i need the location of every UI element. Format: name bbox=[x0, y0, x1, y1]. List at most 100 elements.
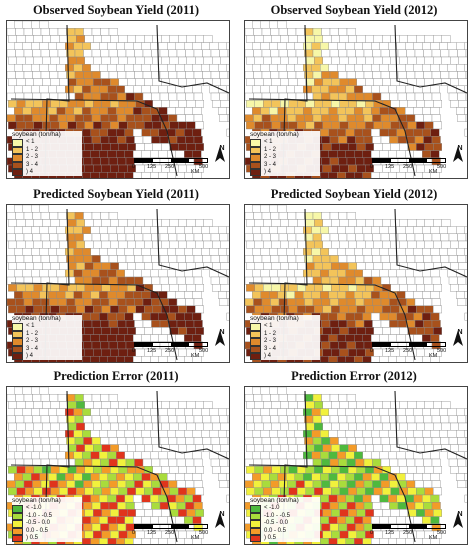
county-cell bbox=[389, 415, 399, 424]
county-cell bbox=[362, 85, 372, 94]
county-cell bbox=[269, 226, 278, 235]
county-cell bbox=[372, 276, 382, 285]
county-cell bbox=[91, 523, 101, 532]
county-cell bbox=[319, 451, 329, 460]
county-cell bbox=[50, 56, 60, 65]
county-cell bbox=[346, 393, 356, 402]
county-cell bbox=[353, 64, 363, 72]
county-cell bbox=[108, 319, 118, 328]
county-cell bbox=[212, 422, 222, 431]
county-cell bbox=[115, 128, 125, 137]
county-cell bbox=[390, 422, 400, 431]
county-cell bbox=[431, 276, 441, 285]
county-cell bbox=[135, 121, 145, 130]
county-cell bbox=[117, 135, 127, 144]
county-cell bbox=[329, 437, 339, 445]
county-cell bbox=[101, 327, 111, 335]
county-cell bbox=[413, 42, 423, 51]
county-cell bbox=[345, 494, 355, 503]
county-cell bbox=[134, 233, 144, 242]
county-cell bbox=[336, 291, 346, 299]
county-cell bbox=[159, 458, 169, 467]
county-cell bbox=[67, 35, 77, 43]
legend-item: ) 4 bbox=[250, 168, 320, 177]
county-cell bbox=[288, 78, 298, 86]
county-cell bbox=[107, 473, 117, 481]
county-cell bbox=[33, 465, 43, 474]
county-cell bbox=[74, 437, 84, 445]
county-cell bbox=[269, 291, 278, 299]
county-cell bbox=[39, 205, 49, 213]
county-cell bbox=[353, 42, 363, 51]
county-cell bbox=[22, 205, 32, 213]
county-cell bbox=[430, 64, 440, 72]
county-cell bbox=[277, 451, 287, 460]
county-cell bbox=[322, 487, 332, 496]
legend-label: 3 - 4 bbox=[264, 345, 277, 352]
county-cell bbox=[90, 107, 100, 115]
county-cell bbox=[303, 248, 312, 256]
county-cell bbox=[209, 85, 219, 94]
county-cell bbox=[379, 408, 389, 417]
county-cell bbox=[416, 121, 426, 130]
county-cell bbox=[450, 422, 460, 431]
county-cell bbox=[227, 49, 229, 58]
county-cell bbox=[125, 480, 135, 488]
county-cell bbox=[430, 312, 440, 321]
county-cell bbox=[42, 240, 51, 249]
scale-tick: 500 bbox=[199, 164, 209, 170]
county-cell bbox=[294, 248, 304, 256]
county-cell bbox=[389, 501, 399, 510]
county-cell bbox=[178, 219, 188, 227]
county-cell bbox=[8, 99, 17, 108]
county-cell bbox=[322, 283, 332, 292]
county-cell bbox=[25, 240, 34, 249]
county-cell bbox=[287, 49, 297, 58]
county-cell bbox=[161, 240, 171, 249]
county-cell bbox=[356, 444, 366, 452]
county-cell bbox=[353, 334, 363, 343]
county-cell bbox=[76, 465, 86, 474]
county-cell bbox=[380, 92, 390, 101]
legend-label: -0.5 - 0.0 bbox=[26, 520, 51, 527]
county-cell bbox=[168, 276, 178, 285]
county-cell bbox=[158, 355, 168, 362]
scale-bar: 0 125 250 500 KM bbox=[369, 155, 449, 175]
county-cell bbox=[49, 480, 59, 488]
county-cell bbox=[142, 114, 152, 122]
county-cell bbox=[277, 269, 287, 278]
county-cell bbox=[271, 305, 281, 314]
county-cell bbox=[387, 430, 397, 438]
county-cell bbox=[246, 283, 255, 292]
county-cell bbox=[396, 408, 406, 417]
county-cell bbox=[149, 537, 159, 544]
county-cell bbox=[278, 480, 288, 488]
county-cell bbox=[321, 341, 331, 350]
legend-item: < 1 bbox=[12, 323, 82, 331]
map-predicted-2011: soybean (ton/ha) < 1 1 - 2 2 - 3 3 - 4 )… bbox=[6, 204, 230, 363]
county-cell bbox=[407, 219, 417, 227]
county-cell bbox=[312, 233, 322, 242]
county-cell bbox=[31, 291, 40, 299]
county-cell bbox=[57, 92, 67, 101]
county-cell bbox=[288, 262, 298, 270]
county-cell bbox=[433, 35, 443, 43]
county-cell bbox=[353, 355, 363, 362]
county-cell bbox=[83, 71, 93, 79]
county-cell bbox=[176, 255, 186, 263]
scale-tick: 0 bbox=[370, 530, 374, 536]
county-cell bbox=[101, 401, 111, 409]
county-cell bbox=[124, 269, 134, 278]
county-cell bbox=[84, 487, 94, 496]
county-cell bbox=[134, 71, 144, 79]
county-cell bbox=[168, 437, 178, 445]
county-cell bbox=[210, 458, 220, 467]
county-cell bbox=[227, 298, 229, 306]
county-cell bbox=[100, 298, 110, 306]
county-cell bbox=[339, 444, 349, 452]
county-cell bbox=[15, 393, 25, 402]
county-cell bbox=[48, 269, 57, 278]
county-cell bbox=[31, 387, 40, 395]
county-cell bbox=[90, 516, 100, 525]
county-cell bbox=[396, 128, 406, 137]
